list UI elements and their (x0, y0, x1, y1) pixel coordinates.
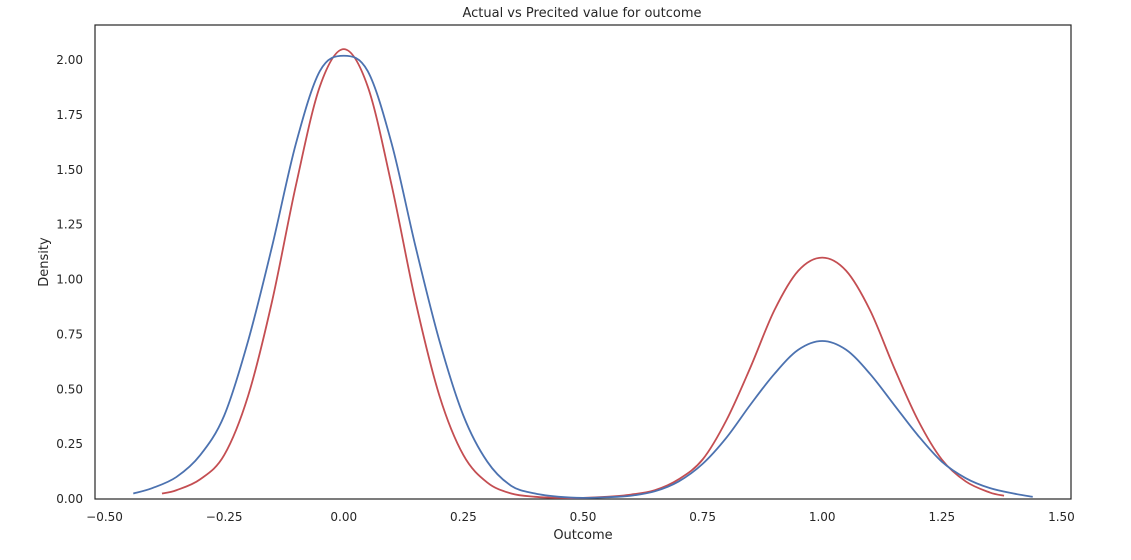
chart-title: Actual vs Precited value for outcome (462, 6, 701, 21)
x-tick-label: 1.50 (1048, 510, 1075, 524)
x-tick-label: 1.25 (928, 510, 955, 524)
y-tick-label: 0.25 (56, 437, 83, 451)
density-series-line-1 (161, 48, 1005, 499)
y-tick-label: 0.00 (56, 492, 83, 506)
x-tick-label: 1.00 (809, 510, 836, 524)
x-tick-label: −0.25 (206, 510, 243, 524)
y-tick-label: 0.75 (56, 327, 83, 341)
y-tick-label: 1.75 (56, 108, 83, 122)
y-tick-label: 1.50 (56, 163, 83, 177)
x-tick-label: 0.25 (450, 510, 477, 524)
y-tick-label: 2.00 (56, 53, 83, 67)
y-axis-ticks: 0.00 0.25 0.50 0.75 1.00 1.25 1.50 1.75 2.00 (56, 53, 83, 506)
x-tick-label: 0.75 (689, 510, 716, 524)
x-axis-label: Outcome (553, 528, 612, 543)
y-axis-label: Density (37, 237, 52, 287)
y-tick-label: 0.50 (56, 382, 83, 396)
x-tick-label: −0.50 (86, 510, 123, 524)
y-tick-label: 1.25 (56, 218, 83, 232)
density-series-line-2 (133, 54, 1033, 499)
plot-frame (94, 24, 1072, 500)
x-axis-ticks: −0.50 −0.25 0.00 0.25 0.50 0.75 1.00 1.25 1.50 (86, 510, 1075, 524)
series-layer (133, 48, 1033, 499)
x-tick-label: 0.00 (330, 510, 357, 524)
y-tick-label: 1.00 (56, 273, 83, 287)
x-tick-label: 0.50 (570, 510, 597, 524)
